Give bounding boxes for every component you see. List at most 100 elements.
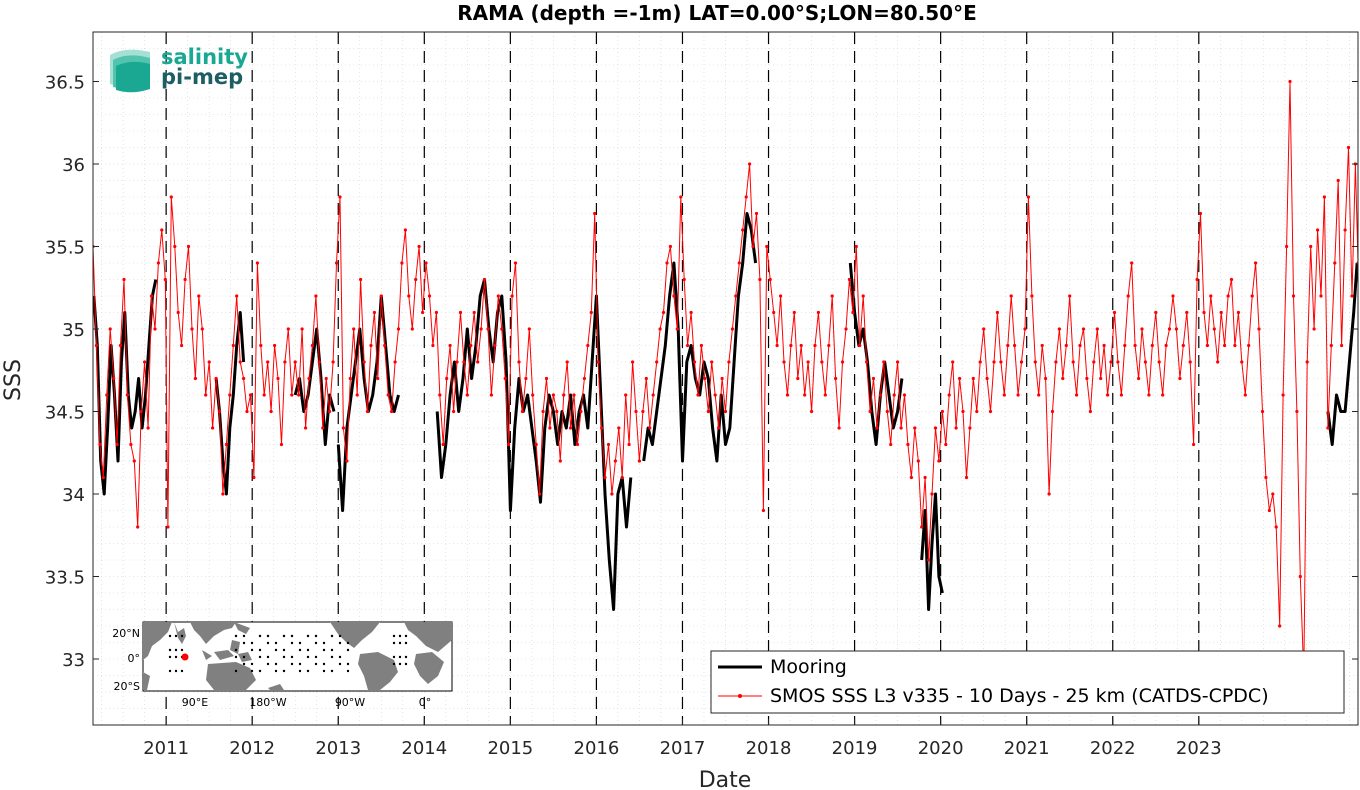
smos-point-346	[1281, 393, 1285, 397]
inset-buoy-dot	[282, 669, 286, 673]
smos-point-223	[858, 343, 862, 348]
smos-point-99	[431, 343, 435, 348]
smos-point-188	[737, 261, 741, 265]
smos-point-136	[558, 459, 562, 463]
smos-point-122	[510, 294, 514, 298]
smos-point-182	[717, 426, 721, 430]
x-tick-label: 2017	[660, 738, 706, 759]
smos-point-197	[768, 277, 772, 282]
inset-buoy-dot	[258, 648, 262, 652]
smos-point-310	[1157, 360, 1161, 364]
smos-point-220	[847, 277, 852, 282]
smos-point-194	[758, 277, 762, 282]
smos-point-10	[125, 393, 129, 397]
smos-point-344	[1274, 525, 1278, 529]
smos-point-288	[1081, 327, 1086, 331]
smos-point-247	[940, 409, 945, 414]
mooring-line-segment-5	[642, 212, 758, 463]
inset-buoy-dot	[392, 641, 396, 645]
smos-point-160	[641, 409, 645, 414]
smos-point-82	[372, 310, 376, 315]
inset-buoy-dot	[322, 648, 326, 652]
smos-point-141	[575, 442, 580, 447]
y-tick-label: 36	[62, 155, 85, 176]
smos-point-23	[169, 195, 173, 199]
smos-point-231	[885, 409, 889, 414]
smos-point-307	[1147, 393, 1151, 397]
smos-point-362	[1336, 178, 1340, 183]
smos-point-257	[975, 409, 979, 414]
inset-buoy-dot	[234, 655, 238, 659]
smos-point-221	[851, 310, 855, 315]
inset-buoy-dot	[174, 648, 178, 652]
smos-point-31	[197, 294, 201, 298]
smos-point-345	[1278, 624, 1282, 628]
smos-point-12	[132, 459, 136, 463]
smos-point-196	[765, 244, 769, 249]
smos-point-72	[338, 195, 342, 199]
inset-buoy-dot	[398, 662, 402, 666]
smos-point-251	[954, 426, 958, 430]
smos-point-89	[396, 327, 401, 331]
smos-point-259	[982, 327, 986, 331]
smos-point-214	[827, 343, 831, 348]
y-axis-ticks: 33 33.5 34 34.5 35 35.5 36 36.5	[45, 73, 1358, 671]
smos-point-183	[720, 376, 724, 381]
smos-point-7	[115, 442, 119, 447]
smos-point-137	[562, 393, 566, 397]
inset-buoy-dot	[392, 634, 396, 638]
smos-point-175	[692, 360, 697, 364]
smos-point-193	[754, 211, 759, 216]
smos-point-278	[1047, 492, 1051, 496]
inset-buoy-dot	[274, 641, 278, 645]
smos-point-143	[582, 376, 587, 381]
smos-point-208	[806, 360, 810, 364]
smos-point-239	[913, 426, 917, 430]
inset-buoy-dot	[168, 648, 172, 652]
smos-point-325	[1209, 294, 1213, 298]
inset-buoy-dot	[290, 634, 294, 638]
smos-point-305	[1140, 327, 1144, 331]
smos-point-135	[555, 409, 559, 414]
smos-point-102	[441, 442, 445, 447]
smos-point-62	[304, 426, 308, 430]
smos-point-171	[679, 195, 683, 199]
smos-point-153	[617, 426, 621, 430]
smos-point-71	[334, 261, 339, 265]
inset-buoy-dot	[404, 641, 408, 645]
inset-buoy-dot	[242, 641, 246, 645]
inset-buoy-dot	[258, 634, 262, 638]
smos-point-13	[136, 525, 140, 529]
inset-buoy-dot	[298, 669, 302, 673]
smos-point-269	[1016, 393, 1020, 397]
smos-point-206	[799, 343, 803, 348]
smos-point-100	[434, 310, 438, 315]
grid-lines	[93, 31, 1358, 726]
smos-point-37	[217, 409, 222, 414]
legend-label-mooring: Mooring	[770, 656, 847, 678]
mooring-line-segment-7	[920, 492, 944, 611]
smos-point-186	[730, 327, 735, 331]
inset-lat-label-0: 0°	[128, 652, 141, 665]
smos-point-5	[108, 327, 112, 331]
smos-point-224	[861, 294, 865, 298]
smos-point-25	[176, 310, 180, 315]
smos-point-79	[362, 360, 366, 364]
inset-buoy-dot	[322, 669, 326, 673]
smos-point-113	[479, 327, 483, 331]
smos-point-162	[648, 426, 652, 430]
smos-point-282	[1061, 376, 1065, 381]
x-tick-label: 2016	[574, 738, 620, 759]
smos-point-226	[868, 409, 872, 414]
smos-point-267	[1009, 294, 1013, 298]
smos-point-103	[445, 376, 449, 381]
smos-point-119	[500, 327, 504, 331]
smos-point-38	[221, 492, 225, 496]
inset-buoy-dot	[398, 655, 402, 659]
smos-point-127	[527, 327, 531, 331]
smos-point-298	[1116, 360, 1120, 364]
smos-point-58	[290, 393, 294, 397]
smos-point-327	[1216, 360, 1220, 364]
smos-point-41	[231, 343, 235, 348]
smos-point-178	[703, 376, 707, 381]
